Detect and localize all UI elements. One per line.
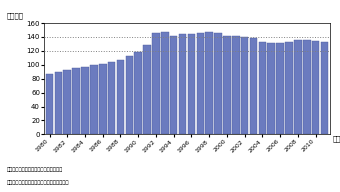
Bar (152, 33, 160, 134)
Bar (250, 38, 257, 134)
Bar (268, 43, 275, 134)
Text: （兆円）: （兆円） (7, 12, 24, 19)
Bar (108, 62, 115, 134)
Bar (276, 43, 284, 134)
Text: 資料：（財）流通経済研究所から作成。: 資料：（財）流通経済研究所から作成。 (7, 167, 63, 172)
Bar (205, 32, 213, 134)
Bar (303, 41, 310, 134)
Bar (72, 68, 80, 134)
Bar (232, 36, 240, 134)
Bar (161, 32, 169, 134)
Bar (197, 33, 204, 134)
Bar (134, 52, 142, 134)
Bar (241, 37, 249, 134)
Bar (81, 67, 89, 134)
Bar (312, 41, 319, 134)
Text: （年）: （年） (333, 136, 340, 142)
Bar (214, 33, 222, 134)
Bar (125, 56, 133, 134)
Bar (259, 42, 266, 134)
Bar (170, 36, 177, 134)
Bar (285, 42, 293, 134)
Bar (223, 36, 231, 134)
Bar (64, 70, 71, 134)
Bar (46, 74, 53, 134)
Bar (117, 60, 124, 134)
Bar (179, 34, 186, 134)
Text: （出典）　経済産業省「商業動態統計調査」: （出典） 経済産業省「商業動態統計調査」 (7, 180, 69, 185)
Bar (188, 34, 195, 134)
Bar (143, 45, 151, 134)
Bar (321, 42, 328, 134)
Bar (90, 65, 98, 134)
Bar (99, 64, 106, 134)
Bar (55, 72, 62, 134)
Bar (294, 41, 302, 134)
